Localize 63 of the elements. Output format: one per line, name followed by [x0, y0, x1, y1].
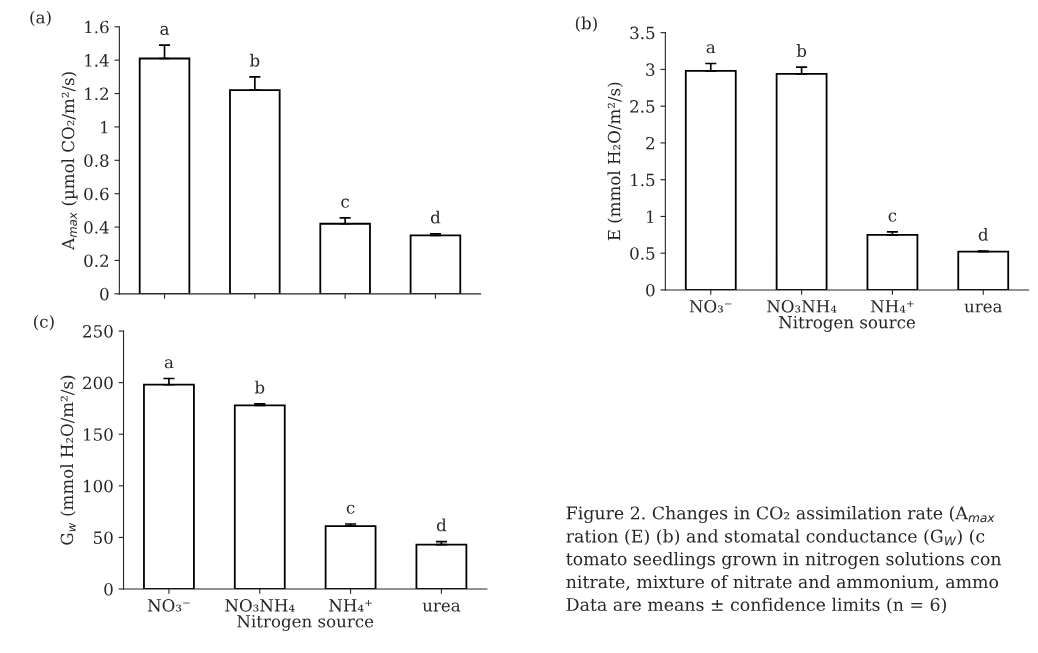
bar	[684, 69, 737, 290]
annotation: d	[436, 518, 447, 532]
annotation: b	[254, 380, 265, 394]
y-tick-label: 100	[84, 479, 113, 493]
chart-title: (c)	[34, 314, 54, 331]
y-tick-label: 1	[647, 210, 654, 223]
x-tick-label: NO₃NH₄	[225, 599, 295, 612]
y-tick-label: 1.2	[85, 87, 109, 101]
chart-title: (a)	[30, 10, 51, 26]
y-tick-label: 2	[646, 136, 654, 150]
y-axis-title: G$_{w}$ (mmol H₂O/m²/s)	[60, 375, 76, 545]
chart-title: (b)	[575, 16, 597, 32]
y-tick-label: 0.2	[84, 254, 109, 268]
y-axis-title: A$_{max}$ (µmol CO₂/m²/s)	[61, 72, 78, 250]
annotation: b	[796, 44, 807, 58]
y-tick-label: 0	[100, 287, 109, 301]
bar	[319, 222, 371, 294]
x-tick-label: NH₄⁺	[870, 300, 914, 313]
y-tick-label: 200	[83, 376, 113, 390]
bar	[233, 404, 286, 590]
x-tick-label: urea	[422, 602, 461, 612]
y-tick-label: 150	[84, 428, 113, 441]
bar	[409, 234, 462, 294]
annotation: c	[888, 212, 897, 222]
annotation: c	[346, 504, 355, 514]
y-tick-label: 50	[94, 531, 113, 544]
y-tick-label: 1.6	[85, 20, 109, 34]
annotation: a	[706, 44, 716, 54]
y-tick-label: 1	[101, 120, 108, 134]
text: Figure 2. Changes in CO₂ assimilation rate (A$_{max}$ ration (E) (b) and stomatal conductance (G$_{W}$) (c tomato seedlings grown in nitrogen solutions con nitrate, mixture of nitrate and ammonium, ammo Data are means ± confidence limits (n = 6)	[566, 506, 1002, 614]
y-tick-label: 3.5	[630, 26, 655, 40]
bar	[143, 383, 195, 590]
bar	[957, 250, 1010, 290]
bar	[324, 525, 377, 590]
y-axis-title: E (mmol H₂O/m²/s)	[607, 82, 623, 241]
bar	[775, 72, 828, 290]
annotation: b	[249, 53, 260, 67]
y-tick-label: 0.5	[630, 247, 655, 260]
y-tick-label: 2.5	[630, 100, 655, 113]
annotation: d	[430, 210, 441, 224]
y-tick-label: 3	[646, 63, 655, 76]
x-tick-label: urea	[964, 303, 1003, 313]
x-tick-label: NO₃⁻	[147, 599, 190, 612]
y-tick-label: 0	[646, 283, 655, 297]
annotation: c	[341, 198, 350, 208]
x-tick-label: NO₃NH₄	[767, 299, 837, 313]
bar	[866, 233, 919, 290]
annotation: d	[978, 227, 989, 241]
y-tick-label: 250	[83, 325, 113, 338]
annotation: a	[160, 25, 170, 35]
y-tick-label: 1.5	[631, 173, 655, 187]
x-axis-title: Nitrogen source	[778, 315, 916, 332]
y-tick-label: 0.6	[84, 187, 109, 201]
x-axis-title: Nitrogen source	[237, 615, 374, 631]
y-tick-label: 0.8	[84, 154, 109, 167]
y-tick-label: 0.4	[84, 221, 109, 234]
y-tick-label: 1.4	[85, 54, 109, 67]
bar	[229, 89, 281, 294]
bar	[415, 543, 468, 590]
x-tick-label: NO₃⁻	[689, 299, 732, 313]
y-tick-label: 0	[104, 582, 113, 596]
annotation: a	[164, 359, 174, 369]
x-tick-label: NH₄⁺	[329, 599, 372, 612]
